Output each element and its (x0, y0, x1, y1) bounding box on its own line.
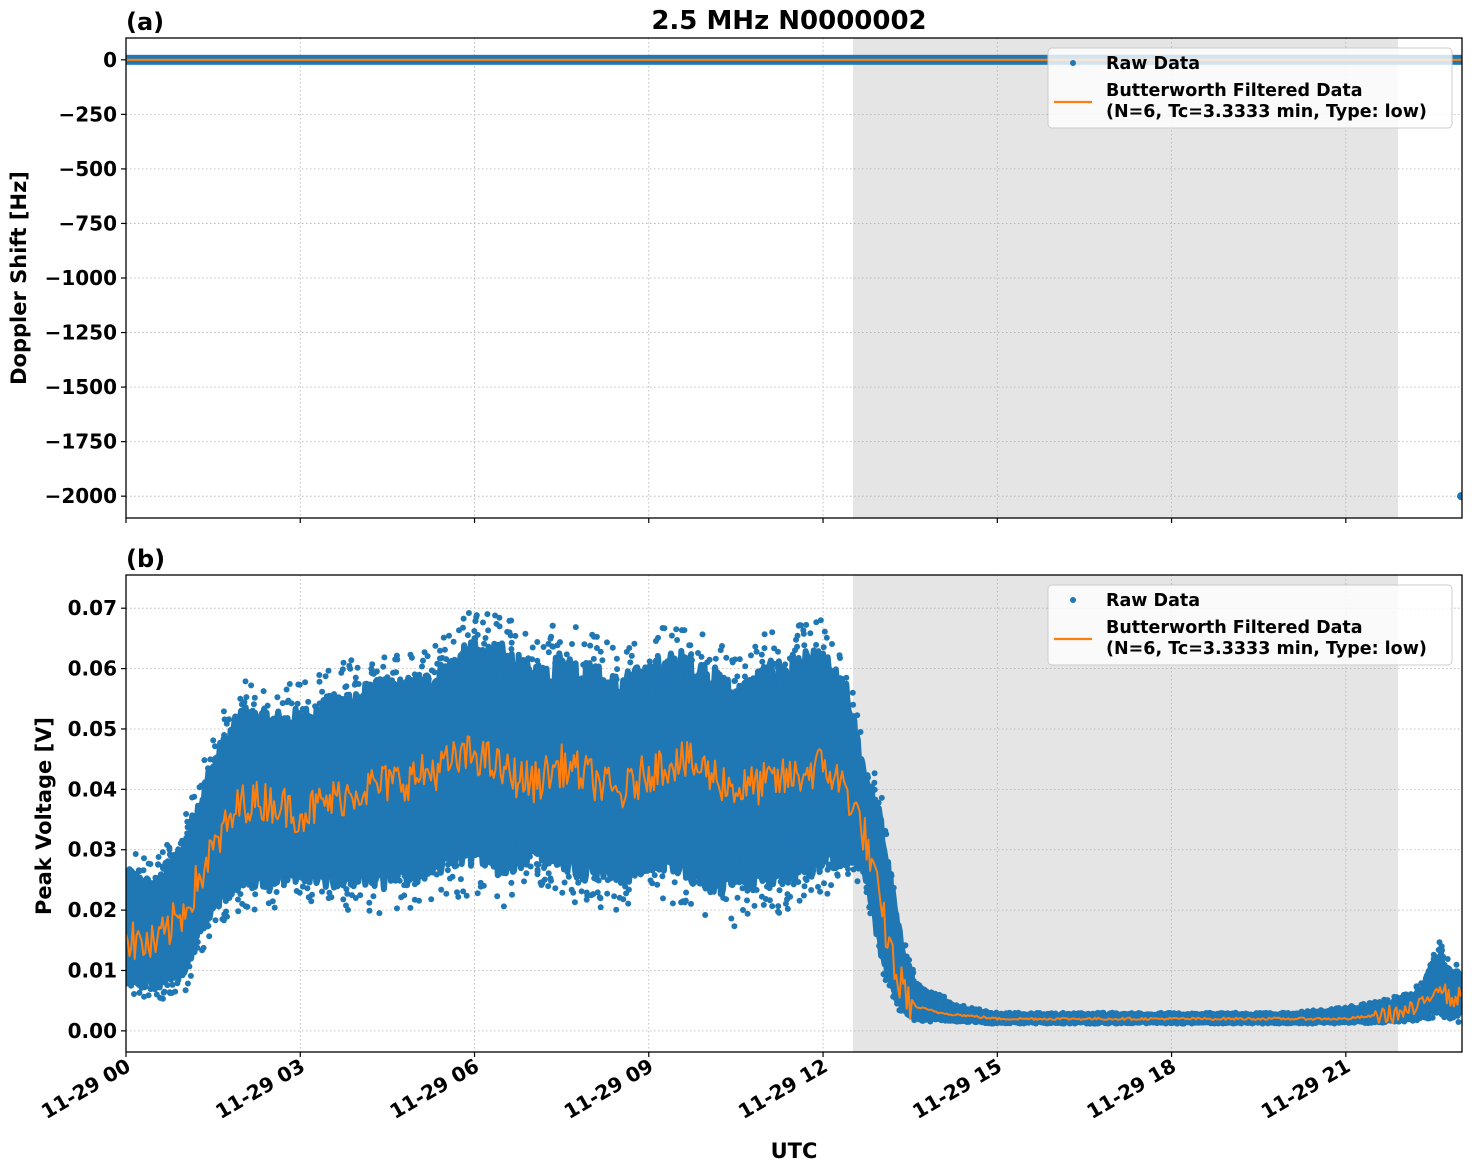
panel-b-frame (125, 574, 1463, 1053)
x-tick-label: 11-29 15 (908, 1054, 1006, 1124)
y-tick-label: 0.03 (68, 838, 117, 862)
legend-raw-label: Raw Data (1106, 591, 1200, 611)
panel-a-x-ticks (125, 518, 1347, 523)
panel-b-label: (b) (126, 545, 165, 573)
x-tick-label: 11-29 06 (385, 1054, 483, 1124)
y-tick-label: 0.00 (68, 1019, 117, 1043)
y-tick-label: 0 (103, 48, 117, 72)
y-tick-label: −2000 (45, 484, 117, 508)
y-tick-label: 0.04 (68, 777, 117, 801)
x-tick-label: 11-29 03 (211, 1054, 309, 1124)
y-tick-label: −750 (58, 211, 117, 235)
x-tick-label: 11-29 12 (734, 1054, 832, 1124)
y-tick-label: 0.01 (68, 958, 117, 982)
figure-title: 2.5 MHz N0000002 (651, 6, 926, 36)
raw-data-marker-icon (1070, 597, 1076, 603)
panel-b-y-label: Peak Voltage [V] (32, 717, 56, 915)
y-tick-label: −1750 (45, 430, 117, 454)
x-tick-label: 11-29 21 (1257, 1054, 1355, 1124)
panel-a-frame (125, 37, 1463, 519)
legend-filtered-label-2: (N=6, Tc=3.3333 min, Type: low) (1106, 102, 1427, 122)
panel-a: (a) 0 −250 −500 −750 −1000 −1250 −1500 −1750 −20… (7, 8, 1463, 523)
panel-a-label: (a) (126, 8, 164, 36)
y-tick-label: 0.05 (68, 717, 117, 741)
legend-filtered-label-2: (N=6, Tc=3.3333 min, Type: low) (1106, 639, 1427, 659)
legend-filtered-label-1: Butterworth Filtered Data (1106, 81, 1363, 101)
legend-filtered-label-1: Butterworth Filtered Data (1106, 618, 1363, 638)
x-tick-label: 11-29 18 (1083, 1054, 1181, 1124)
panel-a-y-ticks: 0 −250 −500 −750 −1000 −1250 −1500 −1750 −2000 (45, 48, 126, 508)
panel-b-data (126, 610, 1462, 1027)
panel-a-legend: Raw Data Butterworth Filtered Data (N=6,… (1047, 47, 1453, 129)
raw-data-marker-icon (1070, 60, 1076, 66)
panel-b-legend: Raw Data Butterworth Filtered Data (N=6,… (1047, 584, 1453, 666)
y-tick-label: −500 (58, 157, 117, 181)
panel-a-y-label: Doppler Shift [Hz] (7, 171, 31, 385)
y-tick-label: 0.07 (68, 596, 117, 620)
x-tick-label: 11-29 00 (37, 1054, 135, 1124)
y-tick-label: −250 (58, 102, 117, 126)
panel-b-x-ticks: 11-29 00 11-29 03 11-29 06 11-29 09 11-29 12… (37, 1052, 1354, 1124)
y-tick-label: 0.02 (68, 898, 117, 922)
y-tick-label: −1250 (45, 321, 117, 345)
legend-raw-label: Raw Data (1106, 54, 1200, 74)
x-tick-label: 11-29 09 (560, 1054, 658, 1124)
x-axis-label: UTC (771, 1139, 818, 1163)
y-tick-label: −1500 (45, 375, 117, 399)
panel-b: (b) 0.07 0.06 0.05 0.04 0.03 0.02 0.01 0.00 11-… (32, 545, 1463, 1163)
y-tick-label: −1000 (45, 266, 117, 290)
panel-b-y-ticks: 0.07 0.06 0.05 0.04 0.03 0.02 0.01 0.00 (68, 596, 126, 1043)
y-tick-label: 0.06 (68, 657, 117, 681)
